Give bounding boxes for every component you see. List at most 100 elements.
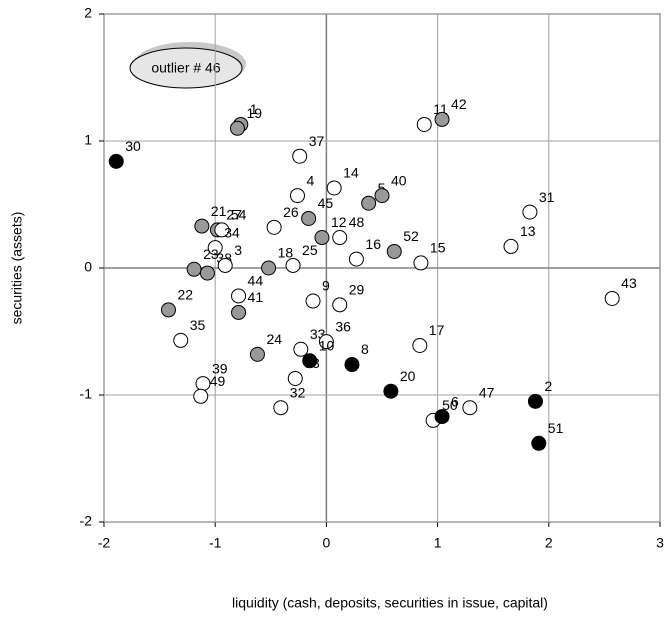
x-tick-label: -1 (209, 535, 222, 551)
point-label: 49 (210, 373, 226, 389)
x-tick-label: 3 (656, 535, 664, 551)
point-label: 24 (266, 331, 282, 347)
point (344, 357, 360, 373)
point (462, 400, 478, 416)
point-label: 20 (400, 368, 416, 384)
point-label: 27 (226, 207, 242, 223)
point (305, 293, 321, 309)
point-label: 17 (429, 322, 445, 338)
point (413, 255, 429, 271)
point-label: 16 (365, 236, 381, 252)
point (194, 218, 210, 234)
point-label: 1 (250, 101, 258, 117)
point-label: 22 (177, 287, 193, 303)
point (289, 188, 305, 204)
point (503, 238, 519, 254)
y-tick-label: 1 (84, 132, 92, 148)
point-label: 30 (125, 138, 141, 154)
annotation-ellipse (129, 47, 243, 89)
point (383, 383, 399, 399)
point (229, 120, 245, 136)
point-label: 4 (306, 172, 314, 188)
point-label: 32 (290, 384, 306, 400)
point (604, 290, 620, 306)
x-axis-label: liquidity (cash, deposits, securities in… (232, 595, 548, 611)
point (108, 153, 124, 169)
point-label: 15 (430, 240, 446, 256)
point (261, 260, 277, 276)
point-label: 41 (248, 289, 264, 305)
point (412, 337, 428, 353)
point-label: 43 (621, 275, 637, 291)
point (249, 346, 265, 362)
point (332, 297, 348, 313)
point-label: 40 (391, 172, 407, 188)
y-axis-label: securities (assets) (9, 212, 25, 325)
point (231, 288, 247, 304)
point-label: 42 (451, 96, 467, 112)
point (374, 188, 390, 204)
point (301, 210, 317, 226)
point (207, 240, 223, 256)
point-label: 21 (211, 203, 227, 219)
point (195, 376, 211, 392)
point-label: 18 (278, 245, 294, 261)
point (531, 435, 547, 451)
point-label: 19 (246, 105, 262, 121)
point-label: 10 (319, 337, 335, 353)
point (160, 302, 176, 318)
point-label: 52 (403, 228, 419, 244)
point (293, 341, 309, 357)
point-label: 45 (318, 195, 334, 211)
point-label: 31 (539, 189, 555, 205)
point-label: 26 (283, 204, 299, 220)
point (217, 257, 233, 273)
point-label: 2 (544, 378, 552, 394)
point-label: 37 (309, 133, 325, 149)
point (292, 148, 308, 164)
y-tick-label: 0 (84, 259, 92, 275)
point-label: 13 (520, 223, 536, 239)
point-label: 51 (548, 420, 564, 436)
point-label: 35 (190, 317, 206, 333)
point (416, 116, 432, 132)
point (287, 370, 303, 386)
point-label: 34 (224, 224, 240, 240)
annotation: outlier # 46 (151, 60, 220, 76)
point-label: 50 (442, 397, 458, 413)
point-label: 9 (322, 278, 330, 294)
point (522, 204, 538, 220)
point (361, 195, 377, 211)
point (285, 257, 301, 273)
x-tick-label: -2 (98, 535, 111, 551)
point (318, 334, 334, 350)
x-tick-label: 1 (434, 535, 442, 551)
point-label: 8 (361, 341, 369, 357)
point-label: 3 (234, 242, 242, 258)
point (326, 180, 342, 196)
point-label: 44 (248, 273, 264, 289)
point-label: 23 (203, 246, 219, 262)
point (193, 388, 209, 404)
y-tick-label: -1 (80, 386, 93, 402)
point-label: 47 (479, 384, 495, 400)
point-label: 5 (378, 180, 386, 196)
point-label: 14 (343, 165, 359, 181)
point (527, 393, 543, 409)
point (348, 251, 364, 267)
point (186, 261, 202, 277)
point (386, 243, 402, 259)
point-label: 25 (302, 242, 318, 258)
point (332, 230, 348, 246)
point-label: 6 (451, 393, 459, 409)
y-tick-label: 2 (84, 5, 92, 21)
point (214, 222, 230, 238)
point-label: 29 (349, 282, 365, 298)
point-label: 48 (349, 214, 365, 230)
point-label: 54 (231, 207, 247, 223)
point (273, 400, 289, 416)
point-label: 36 (335, 318, 351, 334)
x-tick-label: 2 (545, 535, 553, 551)
